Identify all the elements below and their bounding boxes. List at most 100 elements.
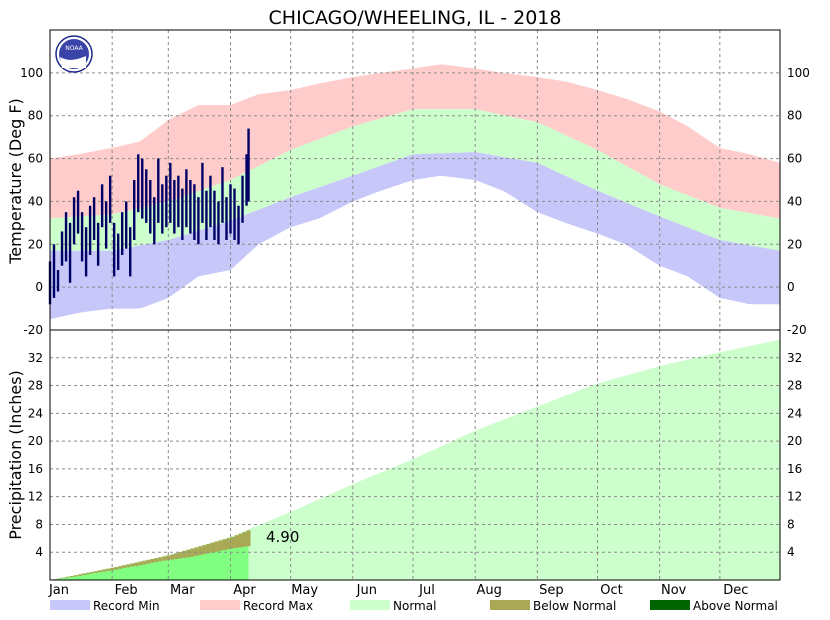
observed-temp-bar xyxy=(80,212,84,262)
below-normal-band xyxy=(230,536,235,549)
normal-temperature-area xyxy=(50,109,780,251)
month-label: Aug xyxy=(476,583,501,598)
below-normal-band xyxy=(146,559,151,564)
below-normal-band xyxy=(74,575,79,577)
below-normal-band xyxy=(102,569,107,572)
temperature-panel: -20 0 20 40 60 80 100 -20 0 20 40 60 80 100 Temperat… xyxy=(6,30,810,337)
observed-temp-bar xyxy=(221,167,224,223)
month-label: Apr xyxy=(233,583,256,598)
precipitation-panel: 4 8 12 16 20 24 28 32 4 8 12 16 20 24 28 32 Precipitat… xyxy=(6,330,802,581)
below-normal-band xyxy=(98,570,103,573)
month-label: Sep xyxy=(539,583,564,598)
below-normal-band xyxy=(82,573,87,576)
below-normal-band xyxy=(94,571,99,573)
month-label: Feb xyxy=(115,583,138,598)
temp-tick-label-right: 0 xyxy=(787,280,795,294)
observed-temp-bar xyxy=(161,184,164,234)
month-label: May xyxy=(291,583,318,598)
below-normal-band xyxy=(226,538,231,550)
below-normal-band xyxy=(174,553,179,560)
precip-tick-label-right: 24 xyxy=(787,406,802,420)
below-normal-band xyxy=(142,560,147,565)
precip-tick-label-right: 28 xyxy=(787,379,802,393)
precipitation-frame xyxy=(49,329,781,581)
legend-swatch xyxy=(650,600,690,610)
precip-tick-label-left: 20 xyxy=(28,434,43,448)
temperature-areas xyxy=(50,64,780,320)
legend-label: Above Normal xyxy=(693,599,778,613)
precip-tick-label-right: 4 xyxy=(787,545,795,559)
below-normal-band xyxy=(202,545,207,555)
below-normal-band xyxy=(62,577,67,579)
observed-temp-bar xyxy=(129,227,132,277)
precip-tick-label-left: 28 xyxy=(28,379,43,393)
below-normal-band xyxy=(134,562,139,566)
legend-swatch xyxy=(350,600,390,610)
observed-temp-bar xyxy=(189,180,192,234)
below-normal-band xyxy=(186,549,191,558)
precip-tick-label-right: 12 xyxy=(787,490,802,504)
legend-label: Record Max xyxy=(243,599,313,613)
below-normal-band xyxy=(126,564,131,568)
observed-temp-bar xyxy=(88,205,92,255)
precipitation-ticks-left: 4 8 12 16 20 24 28 32 xyxy=(28,351,43,559)
observed-temp-bar xyxy=(149,180,152,234)
observed-temp-bar xyxy=(177,175,180,228)
observed-temp-bar xyxy=(201,162,204,223)
observed-temp-bar xyxy=(76,190,80,234)
below-normal-band xyxy=(110,567,115,571)
legend-swatch xyxy=(50,600,90,610)
legend-swatch xyxy=(200,600,240,610)
observed-temp-bar xyxy=(116,233,120,270)
precipitation-gridlines xyxy=(50,330,780,580)
observed-temp-bar xyxy=(233,188,236,240)
below-normal-band xyxy=(86,572,91,575)
precip-tick-label-left: 16 xyxy=(28,462,43,476)
below-normal-band xyxy=(190,548,195,557)
observed-temp-bar xyxy=(185,169,188,228)
below-normal-band xyxy=(206,543,211,554)
below-normal-band xyxy=(178,552,183,559)
precip-tick-label-left: 12 xyxy=(28,490,43,504)
observed-temp-bar xyxy=(72,197,76,245)
observed-temp-bar xyxy=(68,222,72,283)
observed-temp-bar xyxy=(133,180,136,240)
month-label: Nov xyxy=(661,583,687,598)
precip-tick-label-right: 8 xyxy=(787,517,795,531)
below-normal-band xyxy=(246,530,251,547)
temperature-ticks-right: -20 0 20 40 60 80 100 xyxy=(787,66,810,337)
precipitation-axis-label: Precipitation (Inches) xyxy=(6,370,25,540)
noaa-logo-gull xyxy=(60,56,86,68)
below-normal-band xyxy=(154,558,159,563)
observed-temp-bar xyxy=(209,175,212,228)
temp-tick-label-left: 0 xyxy=(35,280,43,294)
legend-swatch xyxy=(490,600,530,610)
below-normal-band xyxy=(242,531,247,547)
month-label: Jun xyxy=(356,583,377,598)
temperature-axis-label: Temperature (Deg F) xyxy=(6,98,25,265)
temperature-gridlines xyxy=(50,30,780,330)
below-normal-band xyxy=(106,568,111,571)
observed-temp-bar xyxy=(92,197,96,240)
temp-tick-label-left: 100 xyxy=(20,66,43,80)
observed-temp-bar xyxy=(145,169,148,223)
below-normal-band xyxy=(214,541,219,552)
below-normal-band xyxy=(114,567,119,570)
below-normal-band xyxy=(58,578,63,579)
temp-tick-label-left: -20 xyxy=(23,323,43,337)
observed-temp-bar xyxy=(173,180,176,234)
below-normal-band xyxy=(222,539,227,550)
below-normal-band xyxy=(66,576,71,578)
precip-observed-area xyxy=(50,546,249,580)
observed-temp-bar xyxy=(241,175,244,223)
observed-temp-bar xyxy=(141,158,144,219)
precip-tick-label-left: 8 xyxy=(35,517,43,531)
legend-label: Record Min xyxy=(93,599,160,613)
temperature-ticks-left: -20 0 20 40 60 80 100 xyxy=(20,66,43,337)
below-normal-band xyxy=(122,565,127,569)
observed-temp-bar xyxy=(193,184,196,240)
month-labels: Jan Feb Mar Apr May Jun Jul Aug Sep Oct Nov Dec xyxy=(48,583,748,598)
observed-temp-bar xyxy=(157,158,160,223)
observed-temp-bar xyxy=(84,227,88,277)
chart-title: CHICAGO/WHEELING, IL - 2018 xyxy=(269,7,562,29)
